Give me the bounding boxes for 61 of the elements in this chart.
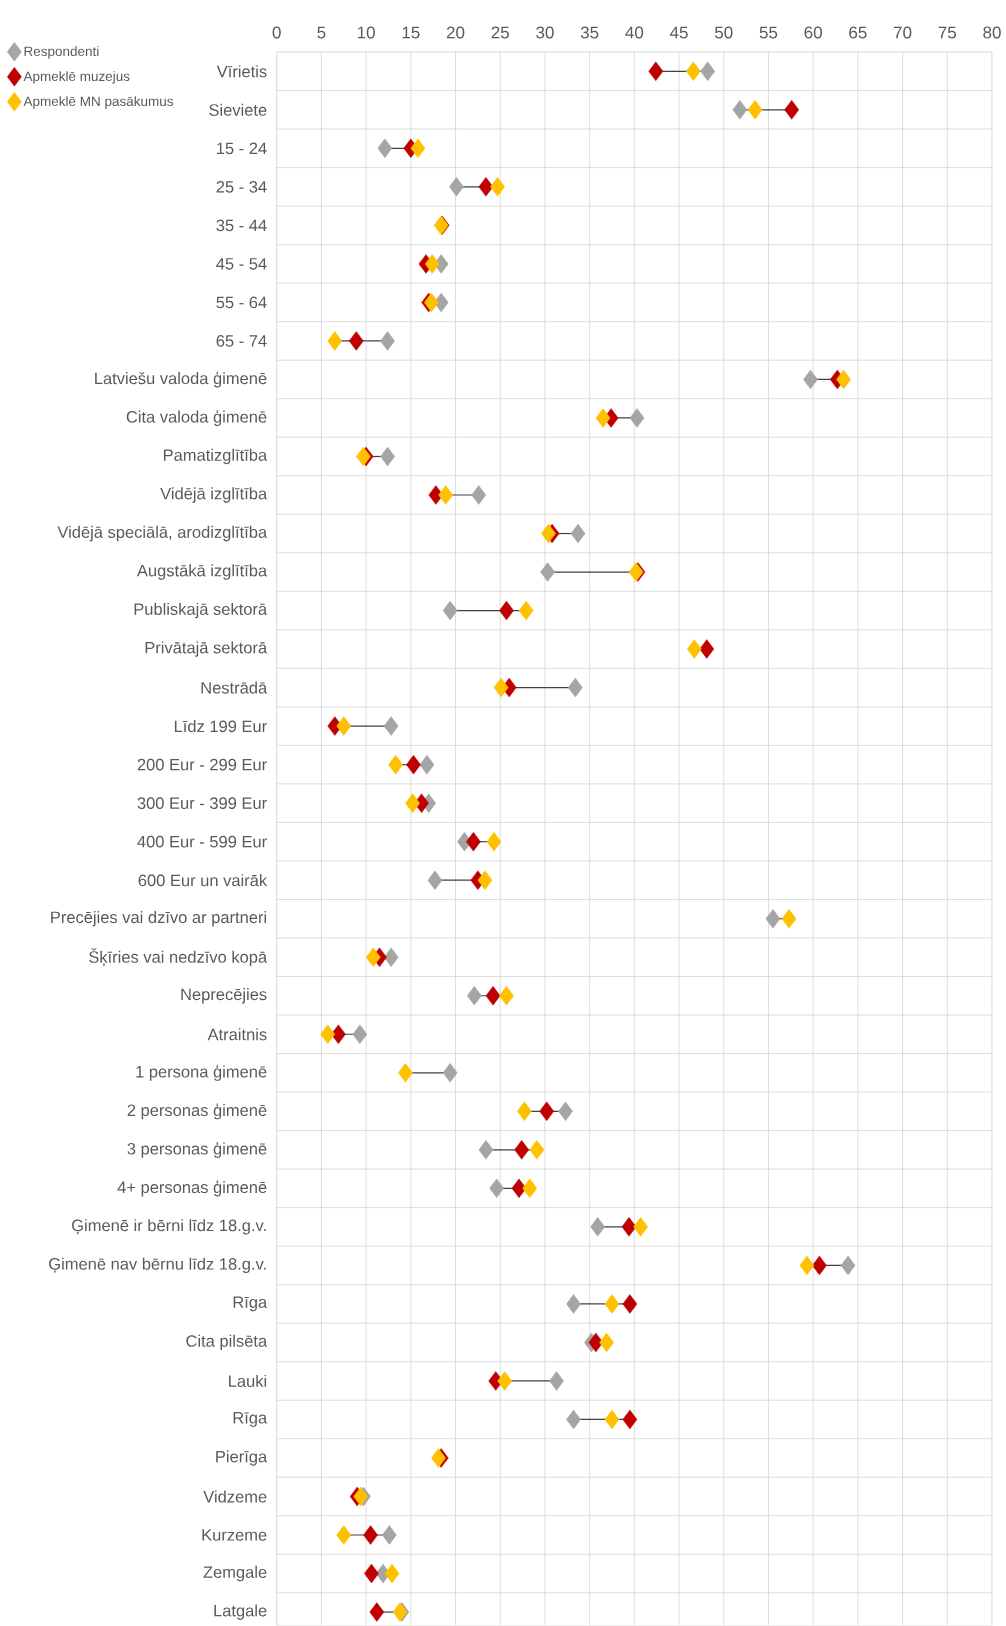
y-tick-label: 300 Eur - 399 Eur <box>137 797 267 809</box>
y-tick-label: Cita pilsēta <box>186 1334 268 1351</box>
y-tick-label: 600 Eur un vairāk <box>138 874 268 887</box>
y-tick-label: Nestrādā <box>201 681 268 694</box>
x-tick-label: 70 <box>894 26 912 39</box>
y-tick-label: 15 - 24 <box>217 142 267 155</box>
y-tick-label: Zemgale <box>203 1565 267 1582</box>
y-tick-label: Pierīga <box>216 1450 268 1466</box>
y-tick-label: Publiskajā sektorā <box>134 602 268 619</box>
x-tick-label: 65 <box>849 26 867 39</box>
y-tick-label: 400 Eur - 599 Eur <box>137 835 267 848</box>
y-tick-label: Cita valoda ģimenē <box>126 409 267 426</box>
y-tick-label: Lauki <box>229 1374 267 1387</box>
y-tick-label: 3 personas ģimenē <box>127 1141 267 1158</box>
y-tick-label: 25 - 34 <box>216 181 267 193</box>
x-tick-label: 50 <box>714 26 733 39</box>
y-tick-label: Ģimenē nav bērnu līdz 18.g.v. <box>49 1257 266 1274</box>
y-tick-label: 1 persona ģimenē <box>136 1064 267 1081</box>
legend-label: Apmeklē muzejus <box>23 71 130 84</box>
x-tick-label: 0 <box>272 26 281 39</box>
y-tick-label: Rīga <box>233 1412 268 1427</box>
y-tick-label: Latviešu valoda ģimenē <box>95 371 267 388</box>
x-tick-label: 75 <box>938 26 957 39</box>
y-tick-label: Augstākā izglītība <box>136 564 268 580</box>
x-tick-label: 20 <box>446 26 465 39</box>
y-tick-label: Pamatizglītība <box>163 448 268 465</box>
y-tick-label: Precējies vai dzīvo ar partneri <box>51 911 267 927</box>
y-tick-label: Ģimenē ir bērni līdz 18.g.v. <box>72 1219 266 1235</box>
y-tick-label: Vidējā speciālā, arodizglītība <box>57 525 268 542</box>
x-tick-label: 30 <box>536 26 554 39</box>
legend-label: Apmeklē MN pasākumus <box>23 96 174 109</box>
x-tick-label: 45 <box>669 26 688 39</box>
x-tick-label: 35 <box>580 26 599 39</box>
x-tick-label: 60 <box>804 26 822 39</box>
y-tick-label: Atraitnis <box>207 1028 267 1041</box>
x-tick-label: 80 <box>983 26 1001 39</box>
y-tick-label: Latgale <box>214 1604 267 1620</box>
y-tick-label: Rīga <box>233 1296 268 1312</box>
x-tick-label: 25 <box>491 26 509 39</box>
y-tick-label: Šķīries vai nedzīvo kopā <box>89 948 268 967</box>
y-tick-label: Vidzeme <box>203 1490 267 1503</box>
x-tick-label: 10 <box>357 26 375 39</box>
y-tick-label: 35 - 44 <box>216 219 267 232</box>
y-tick-label: 200 Eur - 299 Eur <box>137 758 267 771</box>
y-tick-label: Sieviete <box>209 103 267 116</box>
y-tick-label: 65 - 74 <box>216 335 267 347</box>
y-tick-label: Neprecējies <box>181 988 267 1004</box>
y-tick-label: Vidējā izglītība <box>160 487 268 503</box>
x-tick-label: 15 <box>402 26 420 39</box>
legend-label: Respondenti <box>24 46 99 59</box>
x-tick-label: 40 <box>625 26 644 39</box>
y-tick-label: 4+ personas ģimenē <box>117 1180 267 1197</box>
y-tick-label: Privātajā sektorā <box>145 641 268 657</box>
y-tick-label: Vīrietis <box>216 65 267 78</box>
x-tick-label: 5 <box>317 26 326 39</box>
x-tick-label: 55 <box>759 26 778 39</box>
y-tick-label: 55 - 64 <box>216 296 267 309</box>
y-tick-label: 45 - 54 <box>216 258 267 270</box>
y-tick-label: 2 personas ģimenē <box>127 1103 267 1120</box>
y-tick-label: Līdz 199 Eur <box>174 720 267 733</box>
y-tick-label: Kurzeme <box>202 1529 267 1541</box>
